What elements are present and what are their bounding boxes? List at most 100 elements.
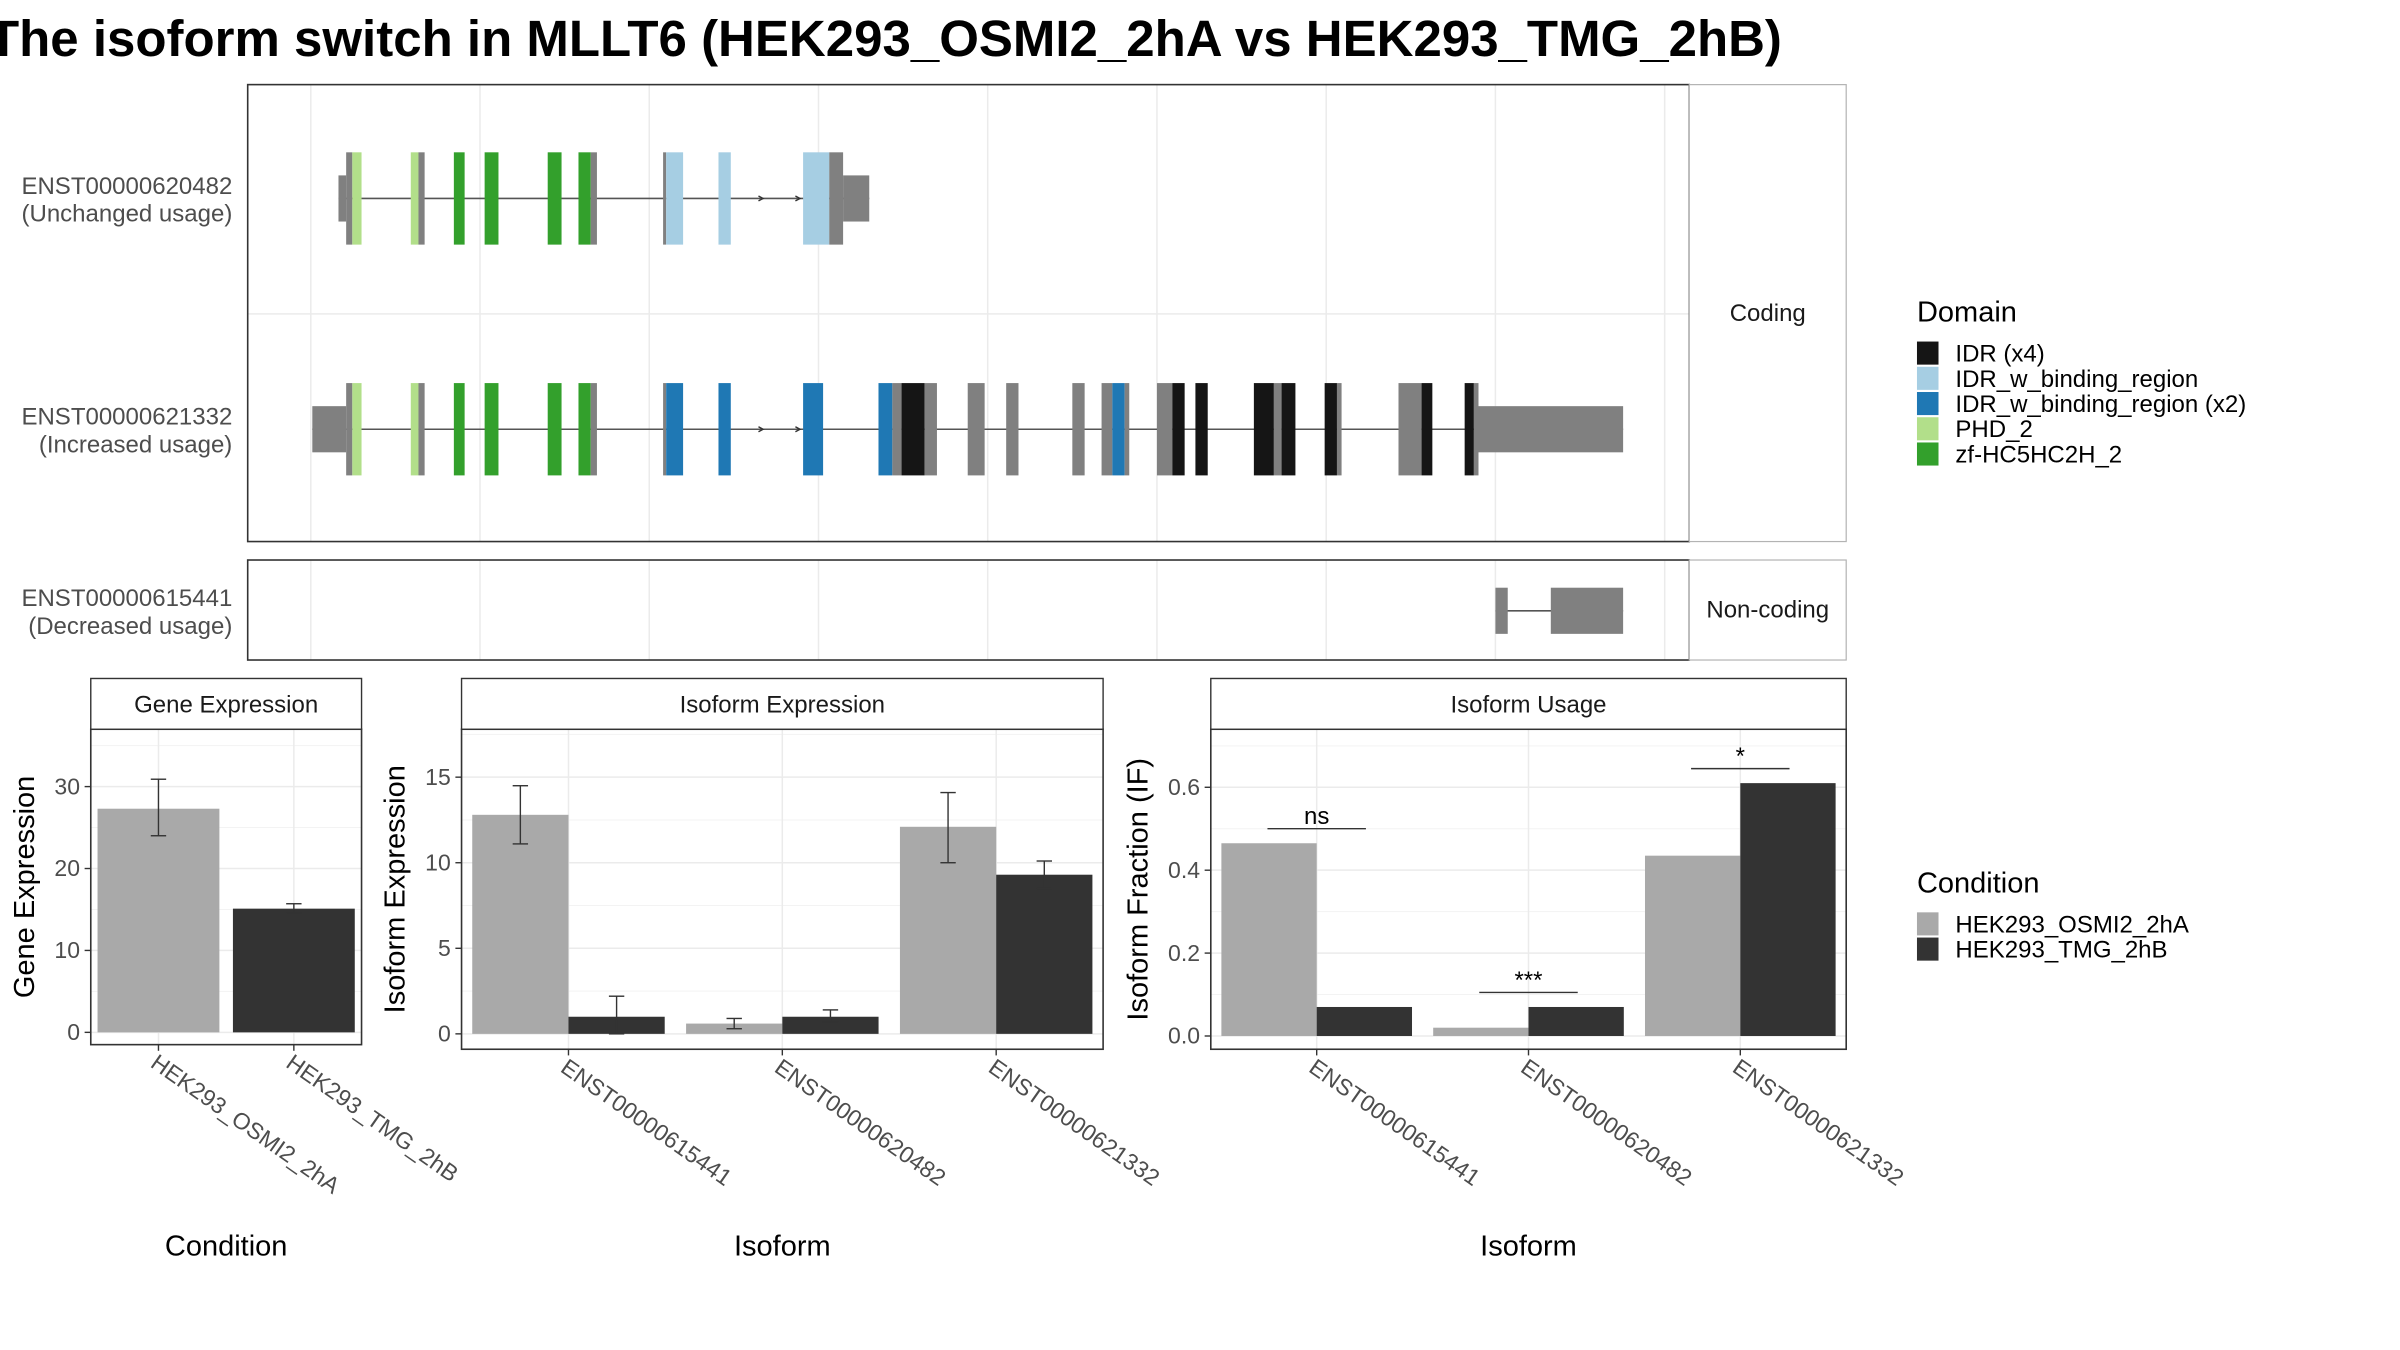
exon-block	[338, 175, 347, 222]
exon-block	[1124, 383, 1130, 476]
exon-block	[1006, 383, 1019, 476]
exon-block	[346, 152, 353, 245]
bar	[1528, 1006, 1624, 1036]
exon-block	[829, 152, 844, 245]
y-tick-label: 0	[67, 1019, 80, 1045]
exon-block	[484, 152, 499, 245]
exon-block	[453, 383, 465, 476]
exon-block	[892, 383, 902, 476]
exon-block	[663, 383, 667, 476]
facet-strip	[1688, 84, 1847, 543]
exon-block	[1195, 383, 1208, 476]
exon-block	[901, 383, 925, 476]
y-tick-label: 0	[438, 1021, 451, 1047]
exon-block	[1112, 383, 1125, 476]
exon-block	[1495, 587, 1508, 634]
transcript-usage-label: (Unchanged usage)	[22, 201, 233, 228]
exon-block	[352, 152, 362, 245]
legend-condition-key	[1916, 937, 1939, 961]
bar	[1316, 1006, 1413, 1036]
bar	[1644, 855, 1741, 1036]
y-tick-label: 0.2	[1168, 940, 1200, 966]
y-tick-label: 0.4	[1168, 857, 1200, 883]
exon-block	[663, 152, 667, 245]
transcript-id-label: ENST00000621332	[21, 404, 232, 431]
y-axis-label: Isoform Expression	[380, 765, 412, 1013]
bar	[996, 874, 1093, 1034]
panel-strip	[460, 677, 1104, 730]
x-tick-label: ENST00000620482	[770, 1054, 950, 1191]
exon-block	[1072, 383, 1085, 476]
plot-layer: CodingNon-codingENST00000620482(Unchange…	[9, 83, 2246, 1262]
y-tick-label: 20	[54, 855, 80, 881]
y-tick-label: 30	[54, 773, 80, 799]
exon-block	[1253, 383, 1274, 476]
x-tick-label: ENST00000620482	[1516, 1054, 1696, 1191]
legend-domain-label: PHD_2	[1955, 416, 2032, 443]
bar	[232, 908, 355, 1033]
exon-block	[590, 383, 597, 476]
bar	[1221, 843, 1317, 1036]
y-tick-label: 10	[54, 937, 80, 963]
exon-block	[590, 152, 597, 245]
exon-block	[1156, 383, 1173, 476]
exon-block	[547, 383, 562, 476]
x-tick-label: ENST00000615441	[556, 1054, 736, 1191]
exon-block	[803, 383, 824, 476]
exon-block	[1473, 383, 1479, 476]
bar	[1740, 783, 1836, 1036]
bar	[1433, 1027, 1529, 1036]
panel-strip	[90, 677, 363, 730]
exon-block	[1398, 383, 1422, 476]
panel-title: Gene Expression	[134, 691, 318, 718]
exon-block	[1421, 383, 1433, 476]
y-axis-label: Gene Expression	[9, 776, 41, 998]
exon-block	[1550, 587, 1624, 634]
panel-title: Isoform Usage	[1450, 691, 1606, 718]
exon-block	[547, 152, 562, 245]
exon-block	[410, 152, 419, 245]
exon-block	[1478, 406, 1624, 453]
significance-label: ns	[1304, 803, 1329, 830]
y-axis-label: Isoform Fraction (IF)	[1123, 758, 1155, 1021]
x-axis-label: Isoform	[734, 1230, 831, 1262]
facet-label: Coding	[1730, 300, 1806, 327]
exon-block	[843, 175, 870, 222]
exon-block	[484, 383, 499, 476]
exon-block	[1172, 383, 1185, 476]
exon-block	[312, 406, 347, 453]
panel-strip	[1210, 677, 1847, 730]
legend-condition-title: Condition	[1917, 867, 2040, 899]
exon-block	[718, 152, 731, 245]
legend-domain-key	[1916, 417, 1939, 441]
exon-block	[967, 383, 985, 476]
x-tick-label: ENST00000621332	[984, 1054, 1164, 1191]
strand-arrow	[795, 426, 802, 433]
exon-block	[453, 152, 465, 245]
legend-domain-label: IDR (x4)	[1955, 341, 2044, 368]
x-tick-label: ENST00000621332	[1728, 1054, 1908, 1191]
exon-block	[346, 383, 353, 476]
transcript-id-label: ENST00000615441	[21, 585, 232, 612]
y-tick-label: 10	[425, 849, 451, 875]
legend-domain-label: IDR_w_binding_region (x2)	[1955, 391, 2246, 418]
exon-block	[578, 383, 591, 476]
legend-domain-key	[1916, 366, 1939, 390]
transcript-usage-label: (Decreased usage)	[28, 613, 232, 640]
transcript-id-label: ENST00000620482	[21, 173, 232, 200]
exon-block	[1464, 383, 1474, 476]
exon-block	[666, 152, 684, 245]
legend-domain-key	[1916, 341, 1939, 365]
exon-block	[1281, 383, 1296, 476]
legend-domain-key	[1916, 442, 1939, 466]
y-tick-label: 0.6	[1168, 774, 1200, 800]
y-tick-label: 0.0	[1168, 1023, 1200, 1049]
exon-block	[1101, 383, 1113, 476]
significance-label: ***	[1514, 967, 1542, 994]
exon-block	[418, 152, 425, 245]
legend-condition-key	[1916, 912, 1939, 936]
chart-title: The isoform switch in MLLT6 (HEK293_OSMI…	[0, 10, 1782, 67]
significance-label: *	[1736, 743, 1745, 770]
exon-block	[418, 383, 425, 476]
